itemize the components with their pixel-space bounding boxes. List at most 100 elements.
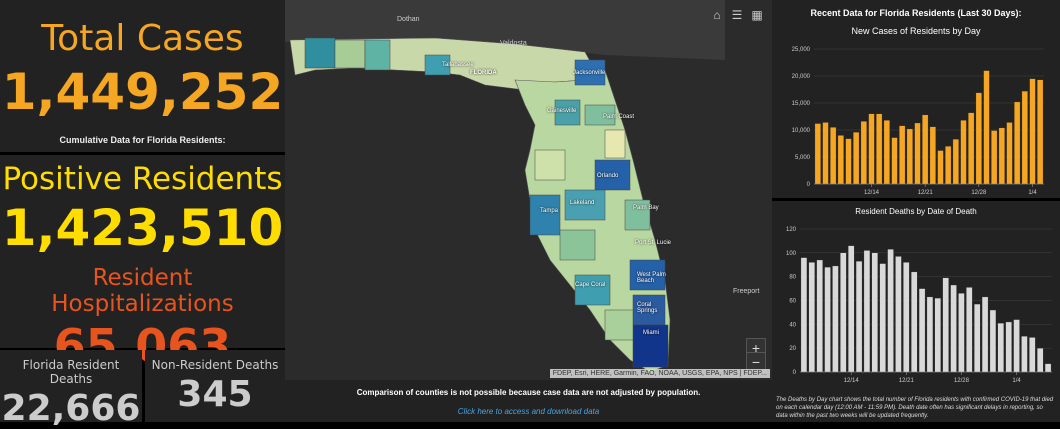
deaths-bar xyxy=(887,249,894,373)
fl-resident-deaths-label: Florida Resident Deaths xyxy=(22,358,120,386)
deaths-bar xyxy=(895,256,902,373)
deaths-xtick-label: 12/28 xyxy=(954,378,970,384)
fl-resident-deaths-value: 22,666 xyxy=(1,388,141,429)
deaths-bar xyxy=(966,287,973,373)
cases-bar xyxy=(830,127,837,185)
basemap-gallery-icon[interactable]: ▦ xyxy=(751,8,763,22)
cases-bar xyxy=(1021,90,1028,185)
map-footer: Comparison of counties is not possible b… xyxy=(285,380,772,422)
map-label-florida: FLORIDA xyxy=(470,70,497,76)
deaths-ytick-label: 60 xyxy=(789,299,796,305)
deaths-bar xyxy=(911,271,918,373)
county-map[interactable]: ⌂ ☰ ▦ Dothan Valdosta Tallahassee FLORID… xyxy=(285,0,772,380)
deaths-bar xyxy=(926,296,934,373)
cases-ytick-label: 5,000 xyxy=(795,155,811,161)
non-resident-deaths-card: Non-Resident Deaths 345 xyxy=(145,350,285,422)
deaths-ytick-label: 0 xyxy=(793,370,797,376)
map-label-orlando: Orlando xyxy=(597,173,619,179)
cases-bar xyxy=(952,139,959,185)
cases-bar xyxy=(991,130,998,185)
deaths-bar xyxy=(832,265,839,373)
cases-bar xyxy=(876,113,883,185)
deaths-bar xyxy=(942,277,949,373)
cases-ytick-label: 0 xyxy=(807,182,811,188)
legend-icon[interactable]: ☰ xyxy=(731,8,743,22)
hospitalizations-card: Resident Hospitalizations 65,063 xyxy=(0,263,285,373)
deaths-bar xyxy=(1005,321,1012,373)
deaths-bar xyxy=(848,245,855,373)
deaths-chart-title: Resident Deaths by Date of Death xyxy=(855,207,977,216)
deaths-bar xyxy=(855,261,863,373)
new-cases-panel: Recent Data for Florida Residents (Last … xyxy=(772,0,1060,198)
deaths-bar xyxy=(903,262,910,373)
cases-bar xyxy=(929,126,936,185)
cases-ytick-label: 15,000 xyxy=(792,101,811,107)
cases-bar xyxy=(883,120,890,185)
cases-xtick-label: 1/4 xyxy=(1028,190,1037,196)
deaths-bar xyxy=(824,266,831,373)
deaths-panel: Resident Deaths by Date of Death 0 20 40 60… xyxy=(772,201,1060,422)
cases-bar xyxy=(814,123,821,185)
positive-residents-label: Positive Residents xyxy=(2,161,283,197)
cases-bar xyxy=(1006,122,1013,185)
deaths-bar xyxy=(950,284,957,373)
florida-map-graphic[interactable] xyxy=(285,0,772,380)
home-icon[interactable]: ⌂ xyxy=(713,8,721,22)
deaths-ytick-label: 40 xyxy=(789,322,796,328)
deaths-chart[interactable]: 0 20 40 60 80 100 120 12/14 12/21 12/28 1/4 xyxy=(772,219,1060,389)
positive-residents-card: Positive Residents 1,423,510 xyxy=(0,155,285,265)
deaths-xtick-label: 12/21 xyxy=(899,378,915,384)
cases-bar xyxy=(945,146,952,185)
cases-bar xyxy=(937,150,944,185)
deaths-bar xyxy=(816,259,823,373)
map-label-freeport: Freeport xyxy=(733,288,760,295)
cases-xtick-label: 12/14 xyxy=(864,190,880,196)
cases-bar xyxy=(960,120,967,185)
deaths-bar xyxy=(974,303,981,373)
total-cases-value: 1,449,252 xyxy=(1,63,284,121)
non-resident-deaths-value: 345 xyxy=(177,374,253,415)
map-label-valdosta: Valdosta xyxy=(500,40,527,47)
download-data-link[interactable]: Click here to access and download data xyxy=(457,407,600,416)
summary-panel: Total Cases 1,449,252 Cumulative Data fo… xyxy=(0,0,285,429)
map-toolbar: ⌂ ☰ ▦ xyxy=(708,6,766,24)
cases-bar xyxy=(853,132,860,185)
deaths-bar xyxy=(934,297,941,373)
cases-xtick-label: 12/21 xyxy=(918,190,934,196)
map-label-dothan: Dothan xyxy=(397,16,420,23)
deaths-xtick-label: 12/14 xyxy=(844,378,860,384)
non-resident-deaths-label: Non-Resident Deaths xyxy=(151,358,279,372)
charts-panel: Recent Data for Florida Residents (Last … xyxy=(772,0,1060,422)
fl-resident-deaths-card: Florida Resident Deaths 22,666 xyxy=(0,350,142,429)
map-label-cape-coral: Cape Coral xyxy=(575,282,606,288)
map-label-coral-springs: Coral Springs xyxy=(637,302,658,314)
cases-ytick-label: 10,000 xyxy=(792,128,811,134)
cases-bar xyxy=(1037,79,1044,185)
deaths-bar xyxy=(1044,363,1052,373)
new-cases-chart[interactable]: 0 5,000 10,000 15,000 20,000 25,000 12/14 12/21… xyxy=(772,38,1060,198)
deaths-footnote: The Deaths by Day chart shows the total … xyxy=(776,397,1054,419)
cases-bar xyxy=(837,135,844,185)
cases-bar xyxy=(968,112,975,185)
deaths-bar xyxy=(958,293,965,373)
deaths-ytick-label: 80 xyxy=(789,275,796,281)
deaths-bar xyxy=(1013,319,1020,373)
cumulative-note: Cumulative Data for Florida Residents: xyxy=(59,135,226,145)
map-label-miami: Miami xyxy=(643,330,659,336)
deaths-bar xyxy=(840,252,847,373)
deaths-bar xyxy=(808,262,815,373)
map-label-palm-coast: Palm Coast xyxy=(603,114,635,120)
deaths-ytick-label: 120 xyxy=(786,227,797,233)
deaths-bar xyxy=(863,250,871,373)
new-cases-chart-title: New Cases of Residents by Day xyxy=(851,26,981,36)
cases-bar xyxy=(998,127,1005,185)
cases-bar xyxy=(983,70,990,185)
map-label-tampa: Tampa xyxy=(540,208,559,214)
map-label-jacksonville: Jacksonville xyxy=(573,70,606,76)
deaths-bar xyxy=(879,263,886,373)
map-label-gainesville: Gainesville xyxy=(547,108,577,114)
deaths-bar xyxy=(1021,336,1028,373)
cases-bar xyxy=(975,92,982,185)
cases-bar xyxy=(922,114,929,185)
map-label-port-st-lucie: Port St. Lucie xyxy=(635,240,672,246)
